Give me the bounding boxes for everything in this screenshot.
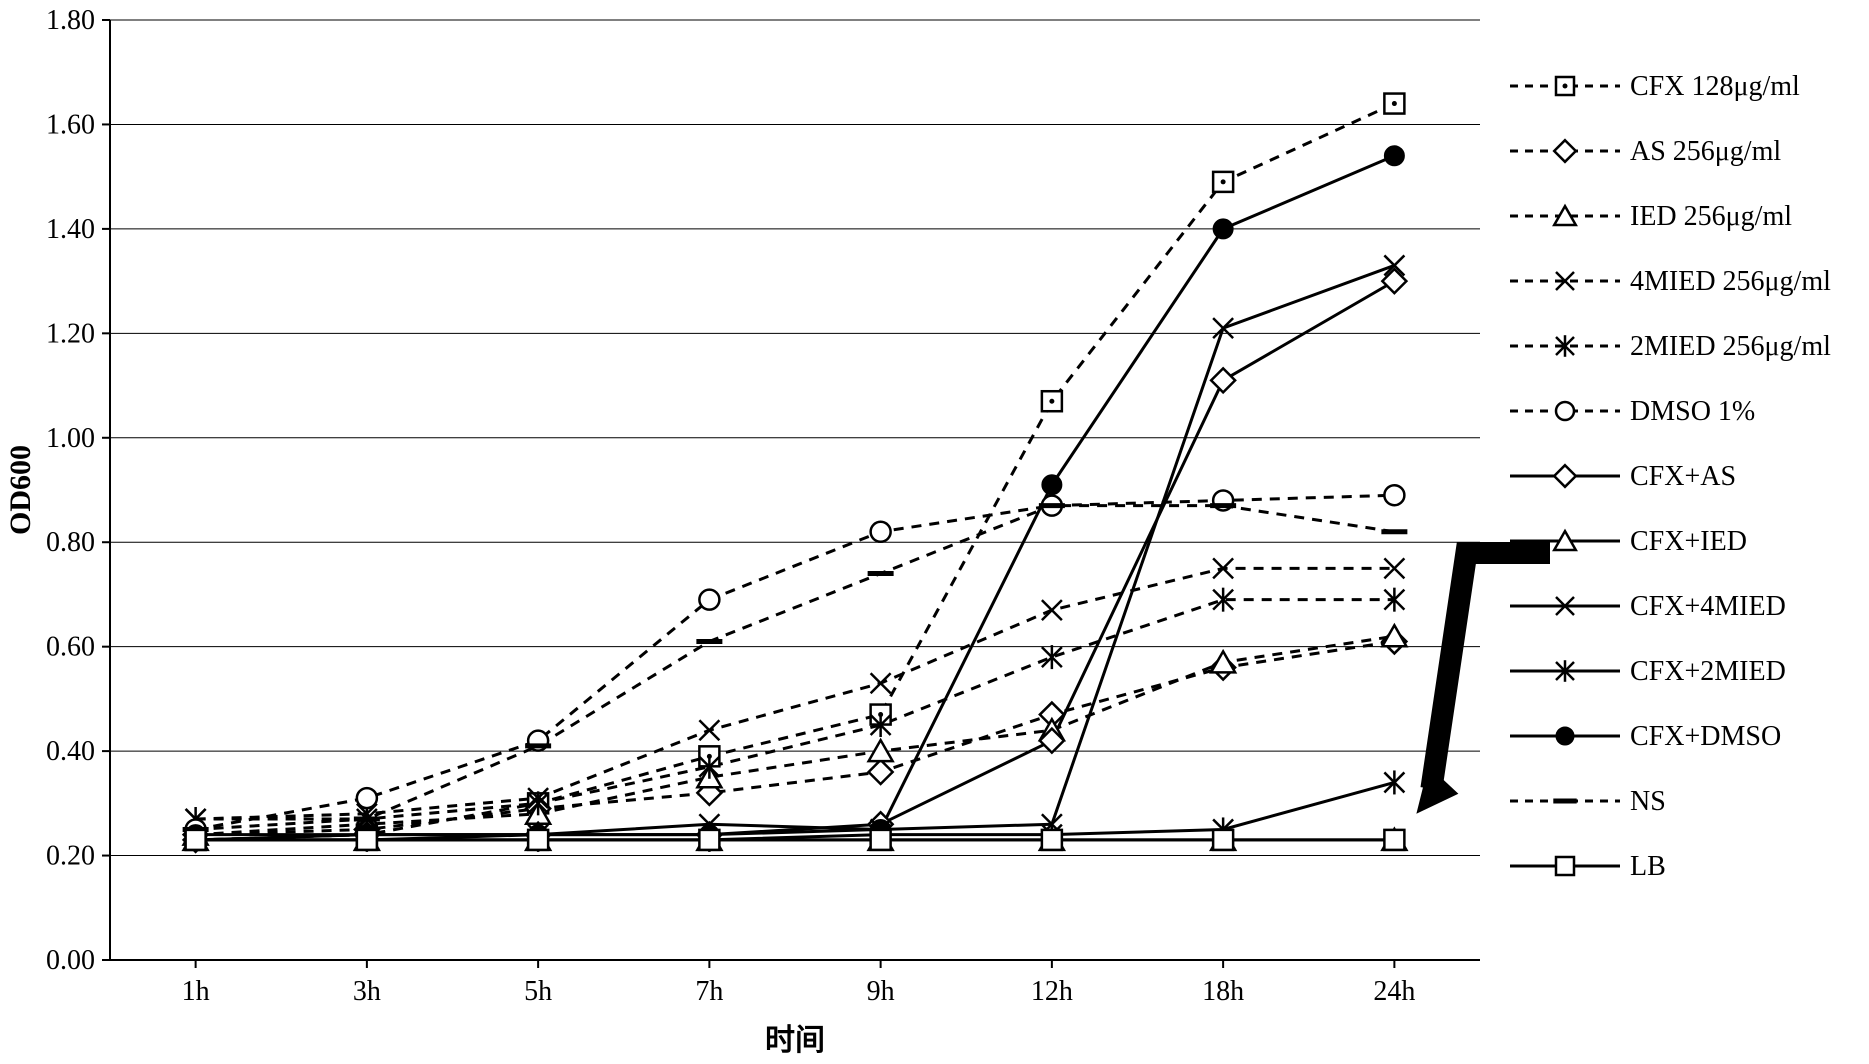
- svg-text:1.20: 1.20: [46, 318, 95, 349]
- legend-label: DMSO 1%: [1630, 396, 1755, 427]
- legend-label: 2MIED 256μg/ml: [1630, 331, 1831, 362]
- svg-text:12h: 12h: [1031, 976, 1073, 1007]
- svg-text:1.80: 1.80: [46, 5, 95, 36]
- legend-label: CFX+IED: [1630, 526, 1747, 557]
- legend-label: CFX+4MIED: [1630, 591, 1786, 622]
- svg-text:时间: 时间: [765, 1024, 825, 1057]
- legend-label: CFX+DMSO: [1630, 721, 1781, 752]
- legend-label: LB: [1630, 851, 1666, 882]
- svg-text:3h: 3h: [353, 976, 381, 1007]
- legend-label: 4MIED 256μg/ml: [1630, 266, 1831, 297]
- legend-label: CFX 128μg/ml: [1630, 71, 1800, 102]
- svg-text:0.00: 0.00: [46, 945, 95, 976]
- svg-text:1.40: 1.40: [46, 214, 95, 245]
- legend-label: NS: [1630, 786, 1666, 817]
- svg-text:18h: 18h: [1202, 976, 1244, 1007]
- svg-text:1.00: 1.00: [46, 423, 95, 454]
- svg-text:OD600: OD600: [4, 445, 37, 535]
- legend-label: CFX+AS: [1630, 461, 1736, 492]
- chart-container: 0.00 0.20 0.40 0.60 0.80 1.00 1.20 1.40 1.60 1.80…: [0, 0, 1869, 1064]
- svg-text:1h: 1h: [182, 976, 210, 1007]
- legend-label: CFX+2MIED: [1630, 656, 1786, 687]
- legend-label: AS 256μg/ml: [1630, 136, 1781, 167]
- svg-text:24h: 24h: [1373, 976, 1415, 1007]
- svg-text:0.60: 0.60: [46, 632, 95, 663]
- svg-text:5h: 5h: [524, 976, 552, 1007]
- svg-text:0.40: 0.40: [46, 736, 95, 767]
- line-chart: 0.00 0.20 0.40 0.60 0.80 1.00 1.20 1.40 1.60 1.80…: [0, 0, 1869, 1064]
- svg-text:0.80: 0.80: [46, 527, 95, 558]
- svg-text:0.20: 0.20: [46, 841, 95, 872]
- svg-text:9h: 9h: [867, 976, 895, 1007]
- legend-label: IED 256μg/ml: [1630, 201, 1792, 232]
- svg-text:7h: 7h: [695, 976, 723, 1007]
- svg-text:1.60: 1.60: [46, 109, 95, 140]
